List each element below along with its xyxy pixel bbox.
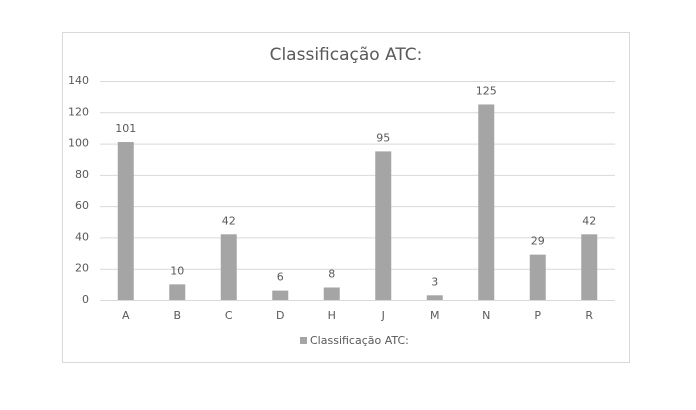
x-tick-label: N (482, 309, 490, 322)
bar (529, 254, 546, 300)
legend-swatch (300, 337, 307, 344)
y-tick-label: 20 (75, 262, 89, 275)
y-tick-label: 0 (82, 293, 89, 306)
data-label: 101 (115, 122, 136, 135)
y-tick-label: 60 (75, 199, 89, 212)
bar (478, 104, 495, 300)
x-tick-label: B (173, 309, 181, 322)
y-tick-label: 80 (75, 168, 89, 181)
data-label: 6 (277, 271, 284, 284)
x-tick-label: J (381, 309, 385, 322)
y-tick-label: 140 (68, 74, 89, 87)
data-label: 10 (170, 264, 184, 277)
bar (272, 290, 289, 300)
bar (169, 284, 186, 300)
x-tick-label: C (225, 309, 233, 322)
y-tick-label: 120 (68, 105, 89, 118)
data-label: 8 (328, 267, 335, 280)
data-label: 42 (582, 214, 596, 227)
chart-title: Classificação ATC: (270, 45, 423, 65)
y-tick-label: 100 (68, 137, 89, 150)
x-tick-label: R (585, 309, 593, 322)
data-label: 42 (222, 214, 236, 227)
bar (581, 234, 598, 300)
x-tick-label: M (430, 309, 440, 322)
bar (323, 287, 340, 300)
x-tick-label: H (328, 309, 336, 322)
data-label: 95 (376, 131, 390, 144)
bar (375, 151, 392, 300)
data-label: 125 (476, 84, 497, 97)
bar (220, 234, 237, 300)
y-tick-label: 40 (75, 230, 89, 243)
x-tick-label: P (534, 309, 541, 322)
legend-label: Classificação ATC: (310, 334, 409, 347)
chart-border (62, 32, 630, 363)
x-tick-label: D (276, 309, 284, 322)
data-label: 29 (531, 235, 545, 248)
data-label: 3 (431, 275, 438, 288)
bar (426, 295, 443, 300)
bar (117, 142, 134, 300)
x-tick-label: A (122, 309, 130, 322)
